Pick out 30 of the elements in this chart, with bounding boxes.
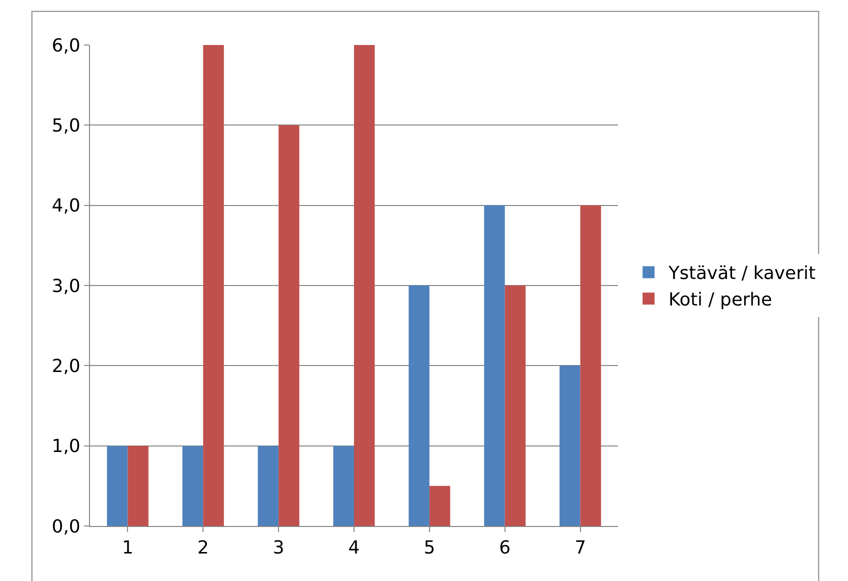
x-tick-label: 4 [348, 538, 360, 559]
bar [580, 205, 602, 526]
bar [203, 45, 224, 526]
bar [408, 286, 430, 526]
bar [128, 446, 148, 526]
bar [484, 205, 505, 526]
bar [333, 446, 354, 526]
bar [354, 45, 375, 526]
y-tick-label: 6,0 [52, 35, 80, 56]
y-tick-label: 4,0 [52, 196, 80, 217]
bar [258, 446, 279, 526]
y-tick-label: 3,0 [52, 276, 80, 297]
legend-label: Koti / perhe [668, 290, 772, 311]
bar [182, 446, 204, 526]
bar [106, 446, 128, 526]
legend-label: Ystävät / kaverit [668, 263, 816, 284]
x-tick-label: 5 [424, 538, 436, 559]
x-tick-label: 7 [574, 538, 586, 559]
y-tick-label: 1,0 [52, 436, 80, 458]
x-tick-label: 3 [272, 538, 284, 559]
y-tick-label: 5,0 [52, 115, 80, 136]
bar [560, 366, 580, 526]
y-tick-label: 0,0 [52, 516, 80, 538]
x-tick-label: 2 [197, 538, 209, 559]
bar [278, 125, 300, 526]
x-tick-label: 1 [122, 538, 134, 559]
y-tick-label: 2,0 [52, 356, 80, 377]
bar [429, 486, 450, 526]
x-tick-label: 6 [499, 538, 511, 559]
bar [504, 286, 526, 526]
